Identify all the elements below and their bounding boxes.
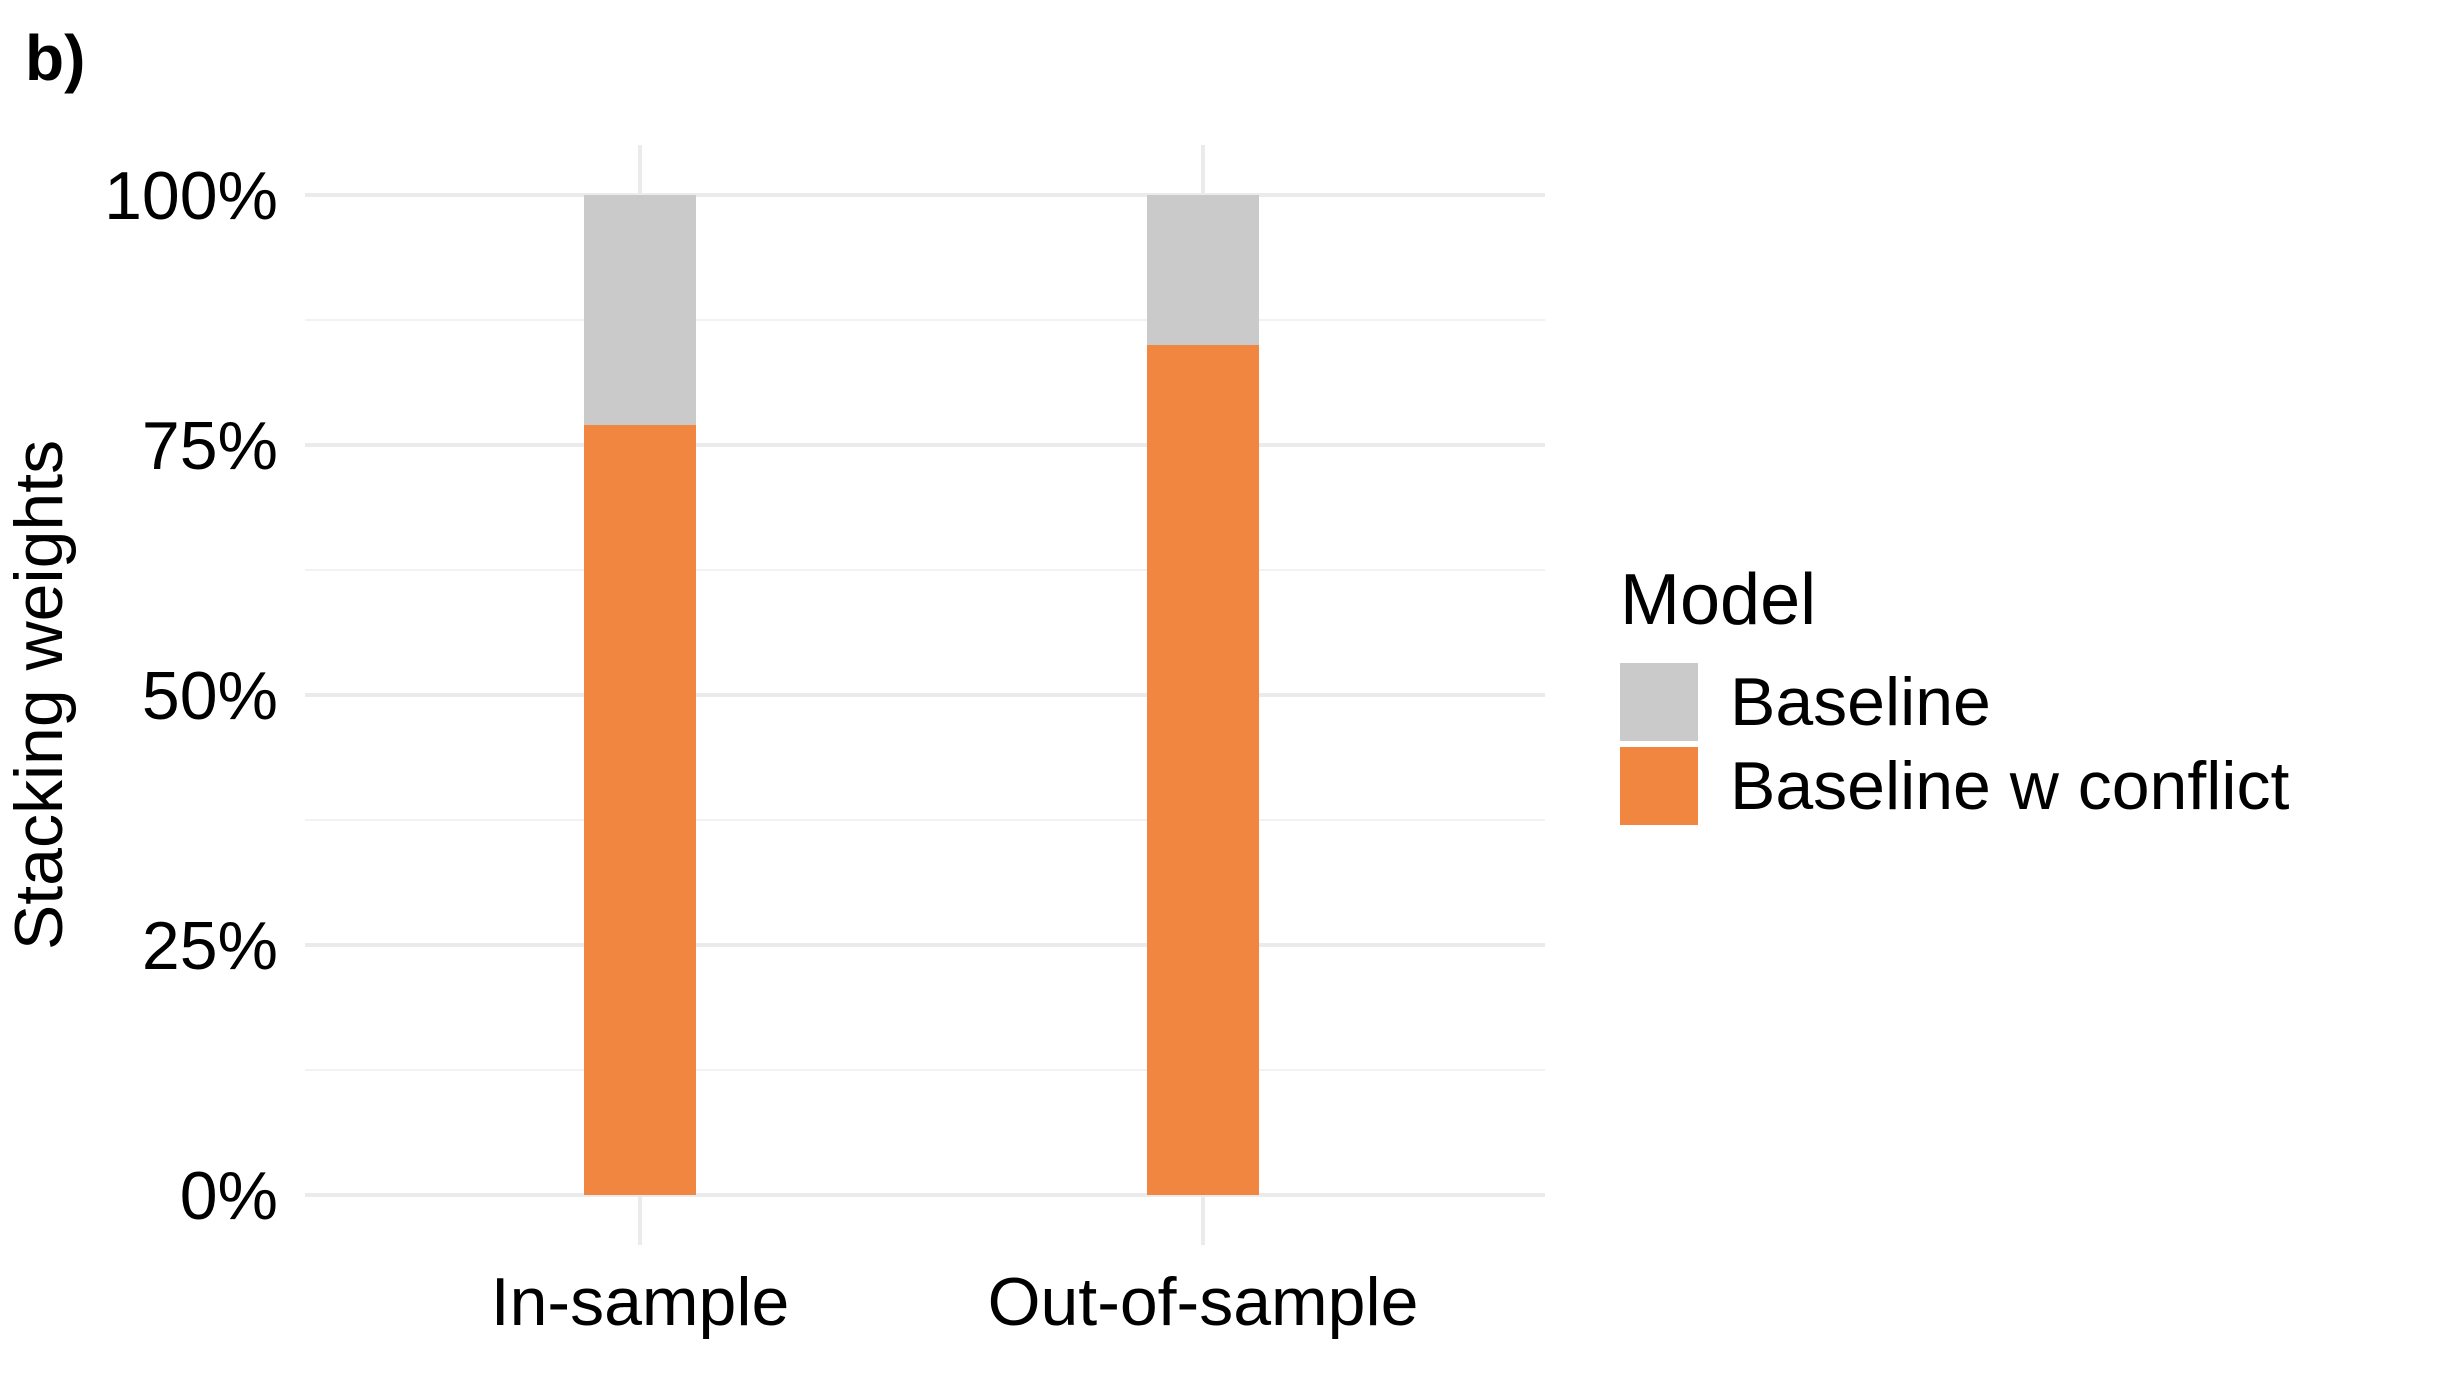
bar-out-of-sample-baseline: [1147, 195, 1259, 345]
x-tick-label: Out-of-sample: [988, 1264, 1419, 1340]
x-axis-ticks: In-sample Out-of-sample: [491, 1264, 1419, 1340]
y-tick-label: 50%: [142, 658, 278, 734]
y-axis-ticks: 0% 25% 50% 75% 100%: [104, 158, 278, 1234]
y-axis-label: Stacking weights: [1, 440, 77, 950]
panel-label: b): [25, 22, 85, 94]
legend-label-baseline-w-conflict: Baseline w conflict: [1730, 748, 2290, 824]
legend-item-baseline: Baseline: [1620, 660, 2289, 744]
legend-swatch-baseline: [1620, 663, 1698, 741]
grid-lines: [305, 145, 1545, 1245]
y-tick-label: 0%: [180, 1158, 278, 1234]
x-tick-label: In-sample: [491, 1264, 790, 1340]
legend-swatch-baseline-w-conflict: [1620, 747, 1698, 825]
legend-title: Model: [1620, 560, 1817, 640]
y-tick-label: 100%: [104, 158, 278, 234]
y-tick-label: 25%: [142, 908, 278, 984]
y-tick-label: 75%: [142, 408, 278, 484]
bar-in-sample-baseline-w-conflict: [584, 425, 696, 1195]
legend-item-baseline-w-conflict: Baseline w conflict: [1620, 744, 2289, 828]
bar-in-sample-baseline: [584, 195, 696, 425]
bars: [584, 195, 1259, 1195]
legend: Model Baseline Baseline w conflict: [1620, 560, 2289, 828]
bar-out-of-sample-baseline-w-conflict: [1147, 345, 1259, 1195]
legend-label-baseline: Baseline: [1730, 664, 1991, 740]
